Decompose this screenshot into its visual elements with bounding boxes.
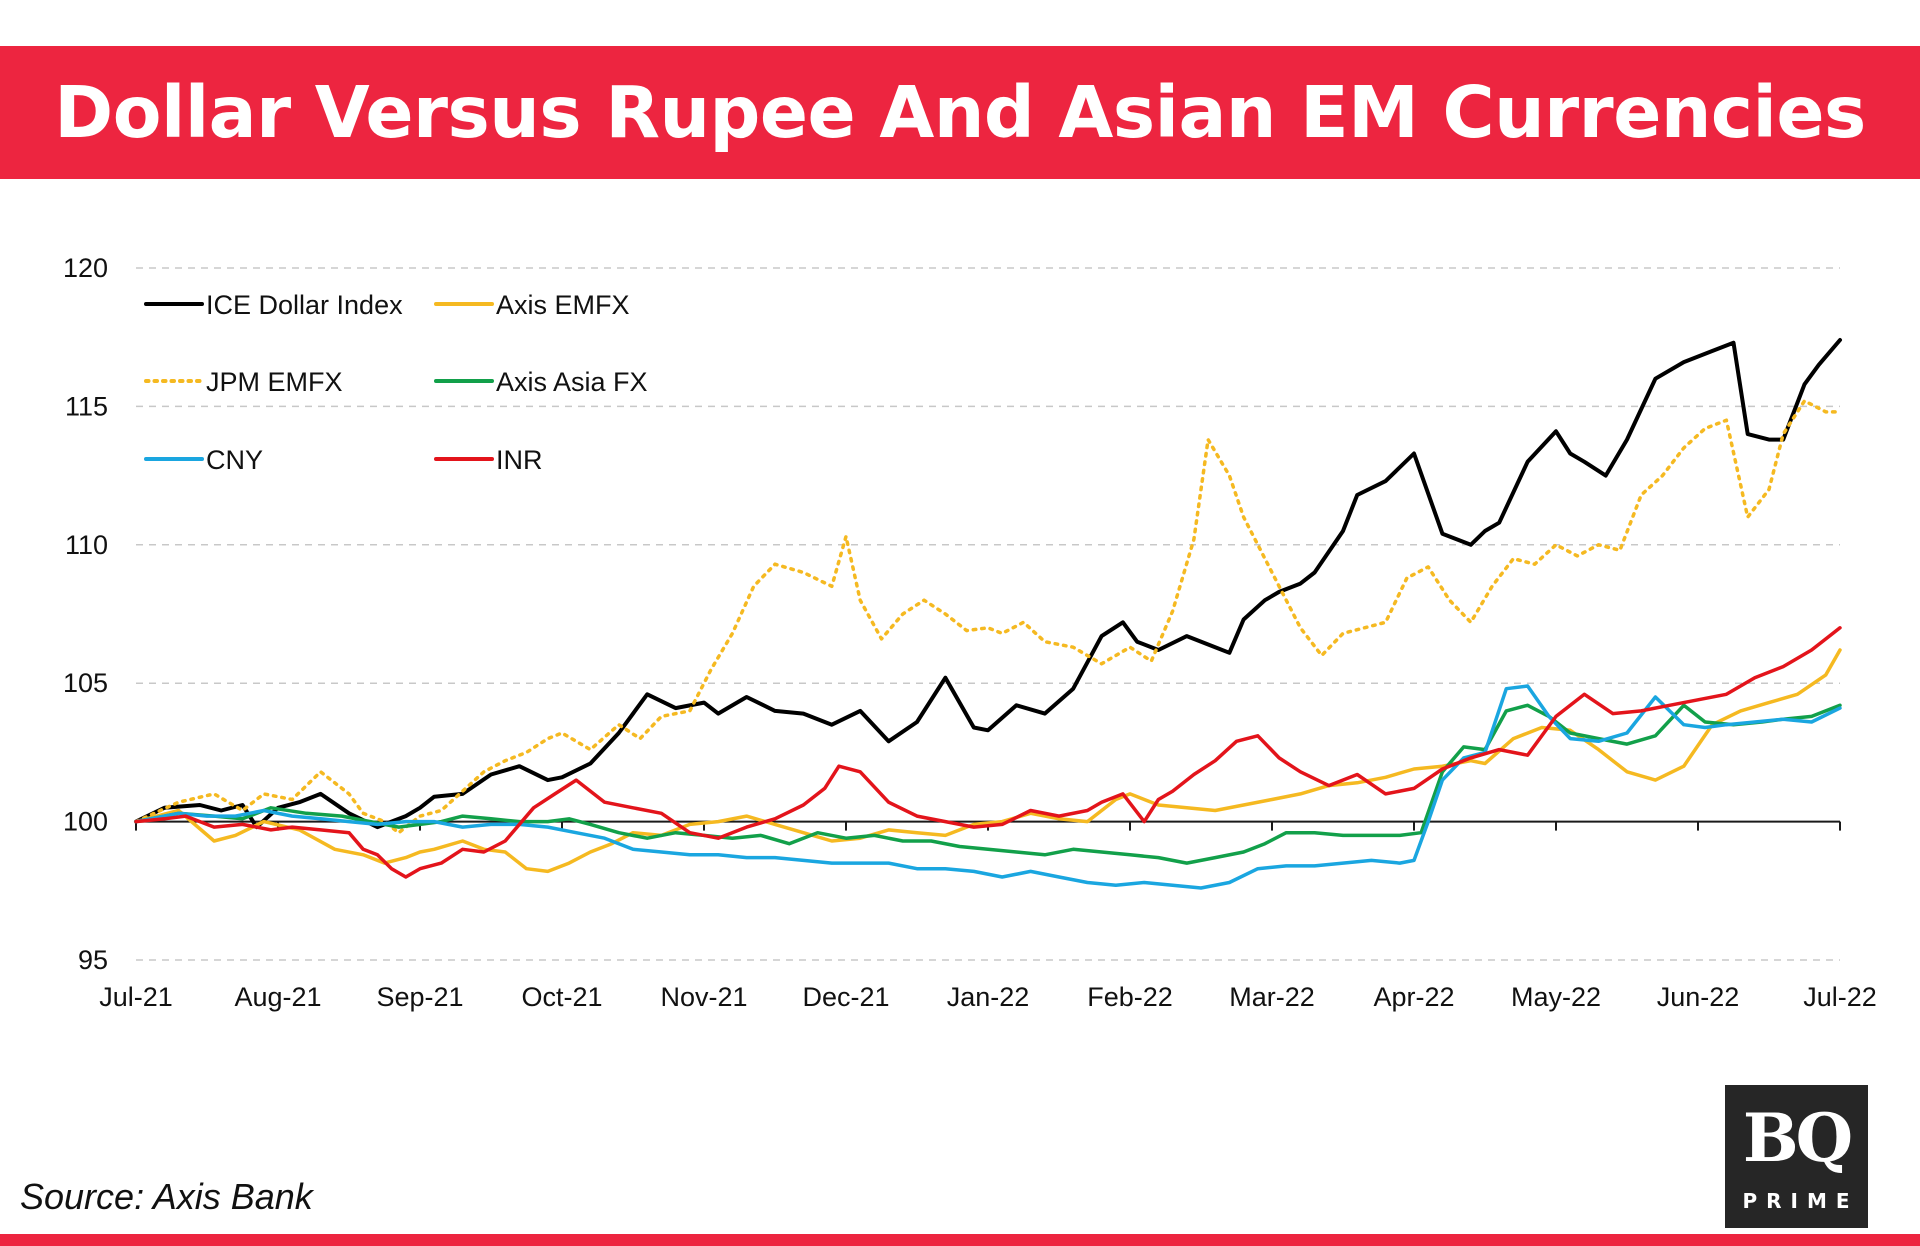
x-tick-label: Oct-21 <box>521 982 602 1012</box>
series-line-axis-asia-fx <box>134 703 1842 865</box>
series-line-jpm-emfx <box>134 399 1842 835</box>
y-axis-ticks: 95 100 105 110 115 120 <box>63 253 108 975</box>
series-lines <box>134 338 1842 890</box>
bq-prime-logo: BQ PRIME <box>1725 1085 1868 1228</box>
series-line-cny <box>134 684 1842 890</box>
x-tick-label: Jul-22 <box>1803 982 1877 1012</box>
legend: ICE Dollar Index Axis EMFX JPM EMFX Axis As… <box>144 290 648 475</box>
x-tick-label: Jul-21 <box>99 982 173 1012</box>
logo-subtext: PRIME <box>1742 1189 1859 1213</box>
series-line-ice-dollar-index <box>134 338 1842 830</box>
source-note: Source: Axis Bank <box>20 1176 313 1217</box>
logo-mark: BQ <box>1742 1099 1853 1177</box>
x-tick-label: Sep-21 <box>376 982 463 1012</box>
title-banner: Dollar Versus Rupee And Asian EM Currenc… <box>0 46 1920 179</box>
bottom-bar <box>0 1234 1920 1246</box>
y-tick-label: 110 <box>65 530 108 560</box>
y-tick-label: 95 <box>78 945 108 975</box>
series-line-axis-emfx <box>134 648 1842 874</box>
y-tick-label: 100 <box>63 807 108 837</box>
x-tick-label: May-22 <box>1511 982 1601 1012</box>
x-tick-label: Mar-22 <box>1229 982 1315 1012</box>
legend-label-inr: INR <box>496 445 543 475</box>
x-tick-label: Aug-21 <box>234 982 321 1012</box>
legend-label-axis-asia-fx: Axis Asia FX <box>496 367 648 397</box>
y-tick-label: 120 <box>63 253 108 283</box>
x-tick-label: Apr-22 <box>1373 982 1454 1012</box>
x-tick-label: Dec-21 <box>802 982 889 1012</box>
legend-label-cny: CNY <box>206 445 263 475</box>
x-tick-label: Nov-21 <box>660 982 747 1012</box>
y-tick-label: 105 <box>63 668 108 698</box>
x-axis-ticks: Jul-21 Aug-21 Sep-21 Oct-21 Nov-21 Dec-21 Jan-… <box>99 982 1877 1012</box>
y-tick-label: 115 <box>65 391 108 421</box>
legend-label-axis-emfx: Axis EMFX <box>496 290 630 320</box>
chart-title: Dollar Versus Rupee And Asian EM Currenc… <box>54 71 1866 154</box>
legend-label-ice-dollar-index: ICE Dollar Index <box>206 290 403 320</box>
x-tick-label: Jan-22 <box>947 982 1030 1012</box>
legend-label-jpm-emfx: JPM EMFX <box>206 367 343 397</box>
gridlines <box>136 267 1840 961</box>
x-tick-label: Feb-22 <box>1087 982 1173 1012</box>
x-tick-label: Jun-22 <box>1657 982 1740 1012</box>
series-line-inr <box>134 626 1842 879</box>
